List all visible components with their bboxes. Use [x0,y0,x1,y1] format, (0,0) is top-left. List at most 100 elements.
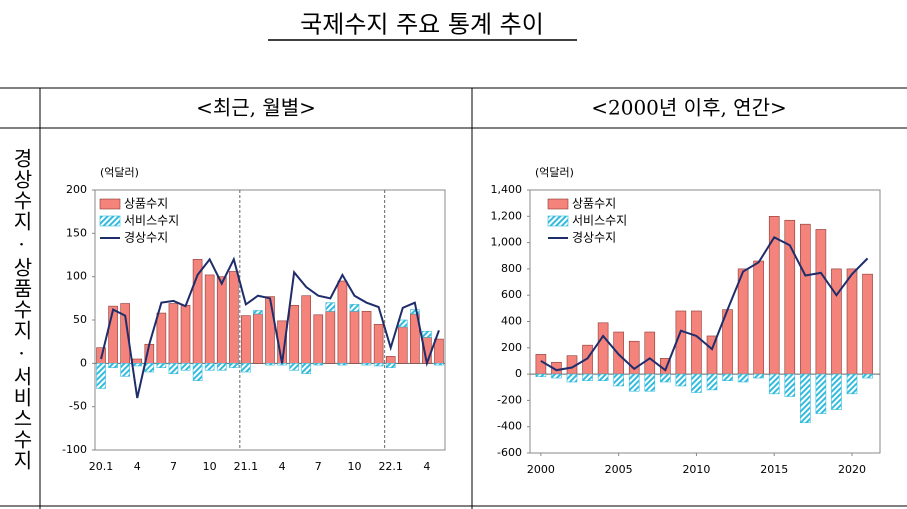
y-tick-label: 0 [515,367,522,380]
bar [597,322,609,375]
x-tick-label: 4 [134,460,141,473]
bar [168,303,179,364]
bar [660,373,671,383]
bar [349,304,360,312]
bar [337,280,348,364]
bar [784,373,796,397]
legend-swatch [547,215,569,227]
y-tick-label: 200 [501,341,522,354]
x-tick-label: 4 [423,460,430,473]
y-tick-label: 200 [66,183,87,196]
x-tick-label: 2010 [682,463,710,476]
bar [132,363,143,367]
bar [815,229,827,375]
bar [706,373,718,391]
y-tick-label: 600 [501,288,522,301]
bar [144,363,155,373]
bar [204,363,215,371]
bar [434,338,444,364]
bar [180,363,191,371]
bar [862,273,873,375]
bar [373,363,384,367]
bar [216,363,227,371]
bar [737,373,749,383]
column-header: <최근, 월별> [196,96,316,120]
y-tick-label: 1,000 [491,236,523,249]
legend-label: 상품수지 [124,197,168,211]
bar [862,373,873,379]
x-tick-label: 22.1 [378,460,403,473]
bar [325,311,336,364]
bar [800,373,811,424]
bar [815,373,827,414]
bar [349,311,360,364]
bar [241,315,251,364]
bar [397,326,408,364]
bar [156,312,167,364]
bar [289,363,299,371]
bar [301,295,312,364]
bar [551,373,562,379]
y-axis-label: (억달러) [535,166,574,179]
bar [192,363,203,381]
bar [253,313,263,364]
y-tick-label: 400 [501,315,522,328]
bar [768,373,780,395]
x-tick-label: 2005 [605,463,633,476]
bar [566,373,578,383]
bar [289,304,299,364]
bar [156,363,167,368]
x-tick-label: 10 [203,460,217,473]
legend-swatch [99,215,121,227]
y-tick-label: -50 [69,400,87,413]
bar [644,331,656,375]
column-header: <2000년 이후, 연간> [591,96,787,120]
bar [216,276,227,364]
bar [846,268,858,375]
page-title: 국제수지 주요 통계 추이 [300,11,544,39]
x-tick-label: 2000 [527,463,555,476]
y-axis-label: (억달러) [100,166,139,179]
bar [675,310,687,375]
bar [753,260,764,375]
bar [313,314,324,364]
bar [753,373,764,379]
bar [120,363,130,377]
bar [313,363,324,366]
bar [410,309,420,315]
bar [582,373,593,381]
bar [831,373,842,410]
bar [361,363,372,366]
bar [108,363,118,368]
x-tick-label: 21.1 [234,460,259,473]
bar [228,363,239,368]
x-tick-label: 7 [170,460,177,473]
y-tick-label: 800 [501,262,522,275]
y-tick-label: -200 [497,393,522,406]
legend-label: 상품수지 [572,197,616,211]
x-tick-label: 20.1 [89,460,114,473]
bar [228,271,239,364]
bar [800,223,811,375]
legend-label: 서비스수지 [572,214,627,228]
bar [265,296,275,364]
bar [434,363,444,366]
bar [535,354,547,375]
bar [691,373,702,393]
bar [325,302,336,312]
bar [373,324,384,364]
y-tick-label: -400 [497,420,522,433]
bar [644,373,656,392]
bar [831,268,842,375]
bar [737,268,749,375]
bar [168,363,179,375]
legend-swatch [547,198,569,210]
y-tick-label: -100 [62,443,87,456]
y-tick-label: 1,200 [491,209,523,222]
y-tick-label: 50 [73,313,87,326]
bar [301,363,312,375]
bar [204,274,215,364]
bar [422,330,432,338]
bar [846,373,858,395]
